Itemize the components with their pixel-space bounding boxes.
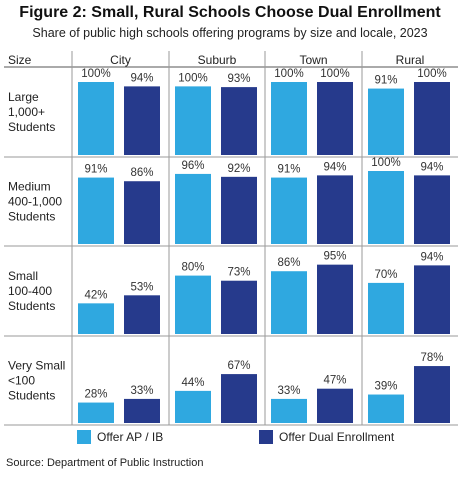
- column-header-town: Town: [299, 53, 327, 67]
- legend-label: Offer AP / IB: [97, 430, 163, 444]
- bar-ap-ib: [368, 282, 404, 334]
- bar-ap-ib: [175, 275, 211, 334]
- bar-dual-enrollment: [414, 366, 450, 423]
- data-label: 33%: [277, 385, 300, 397]
- bar-ap-ib: [78, 82, 114, 155]
- bar-ap-ib: [175, 390, 211, 423]
- row-header-label: Size: [8, 53, 32, 67]
- row-label: Small: [8, 269, 38, 283]
- row-label: 1,000+: [8, 105, 45, 119]
- data-label: 80%: [181, 262, 204, 274]
- data-label: 92%: [227, 163, 250, 175]
- data-label: 94%: [420, 161, 443, 173]
- bar-dual-enrollment: [124, 295, 160, 334]
- bar-dual-enrollment: [124, 181, 160, 244]
- bar-dual-enrollment: [221, 176, 257, 244]
- bar-ap-ib: [271, 271, 307, 334]
- data-label: 100%: [178, 72, 207, 84]
- data-label: 94%: [130, 72, 153, 84]
- column-header-rural: Rural: [396, 53, 425, 67]
- bar-dual-enrollment: [124, 86, 160, 155]
- bar-dual-enrollment: [317, 264, 353, 334]
- legend-label: Offer Dual Enrollment: [279, 430, 395, 444]
- data-label: 53%: [130, 281, 153, 293]
- bar-dual-enrollment: [221, 280, 257, 334]
- column-header-suburb: Suburb: [198, 53, 237, 67]
- data-label: 91%: [277, 164, 300, 176]
- legend-swatch-ap-ib: [77, 430, 91, 444]
- data-label: 91%: [84, 164, 107, 176]
- data-label: 94%: [420, 251, 443, 263]
- data-label: 47%: [323, 375, 346, 387]
- bar-ap-ib: [175, 173, 211, 244]
- data-label: 94%: [323, 161, 346, 173]
- bar-ap-ib: [368, 394, 404, 423]
- data-label: 100%: [274, 68, 303, 80]
- data-label: 91%: [374, 75, 397, 87]
- bar-ap-ib: [271, 82, 307, 155]
- data-label: 67%: [227, 360, 250, 372]
- bar-ap-ib: [271, 177, 307, 244]
- bar-dual-enrollment: [414, 175, 450, 244]
- data-label: 93%: [227, 73, 250, 85]
- row-label: Students: [8, 299, 55, 313]
- data-label: 100%: [371, 157, 400, 169]
- column-header-city: City: [110, 53, 131, 67]
- bar-ap-ib: [368, 171, 404, 244]
- bar-dual-enrollment: [414, 265, 450, 334]
- bar-ap-ib: [368, 88, 404, 155]
- row-label: 100-400: [8, 284, 52, 298]
- bar-dual-enrollment: [221, 87, 257, 155]
- data-label: 86%: [130, 167, 153, 179]
- data-label: 44%: [181, 377, 204, 389]
- bar-ap-ib: [271, 398, 307, 423]
- data-label: 73%: [227, 267, 250, 279]
- data-label: 86%: [277, 257, 300, 269]
- row-label: Very Small: [8, 359, 65, 373]
- data-label: 100%: [417, 68, 446, 80]
- bar-dual-enrollment: [317, 388, 353, 423]
- data-label: 78%: [420, 352, 443, 364]
- data-label: 100%: [81, 68, 110, 80]
- bar-dual-enrollment: [317, 82, 353, 155]
- bar-ap-ib: [78, 303, 114, 334]
- legend-swatch-dual-enrollment: [259, 430, 273, 444]
- row-label: <100: [8, 374, 35, 388]
- data-label: 33%: [130, 385, 153, 397]
- row-label: 400-1,000: [8, 195, 62, 209]
- data-label: 100%: [320, 68, 349, 80]
- row-label: Students: [8, 120, 55, 134]
- row-label: Large: [8, 90, 39, 104]
- chart-subtitle: Share of public high schools offering pr…: [32, 26, 428, 40]
- data-label: 39%: [374, 381, 397, 393]
- data-label: 96%: [181, 160, 204, 172]
- bar-dual-enrollment: [124, 398, 160, 423]
- row-label: Students: [8, 389, 55, 403]
- bar-ap-ib: [78, 177, 114, 244]
- bar-ap-ib: [175, 86, 211, 155]
- row-label: Medium: [8, 180, 51, 194]
- source-note: Source: Department of Public Instruction: [6, 457, 204, 469]
- data-label: 70%: [374, 269, 397, 281]
- chart-title: Figure 2: Small, Rural Schools Choose Du…: [19, 4, 441, 21]
- bar-ap-ib: [78, 402, 114, 423]
- data-label: 42%: [84, 289, 107, 301]
- row-label: Students: [8, 210, 55, 224]
- bar-dual-enrollment: [414, 82, 450, 155]
- bar-dual-enrollment: [317, 175, 353, 244]
- data-label: 95%: [323, 251, 346, 263]
- bar-dual-enrollment: [221, 374, 257, 423]
- data-label: 28%: [84, 389, 107, 401]
